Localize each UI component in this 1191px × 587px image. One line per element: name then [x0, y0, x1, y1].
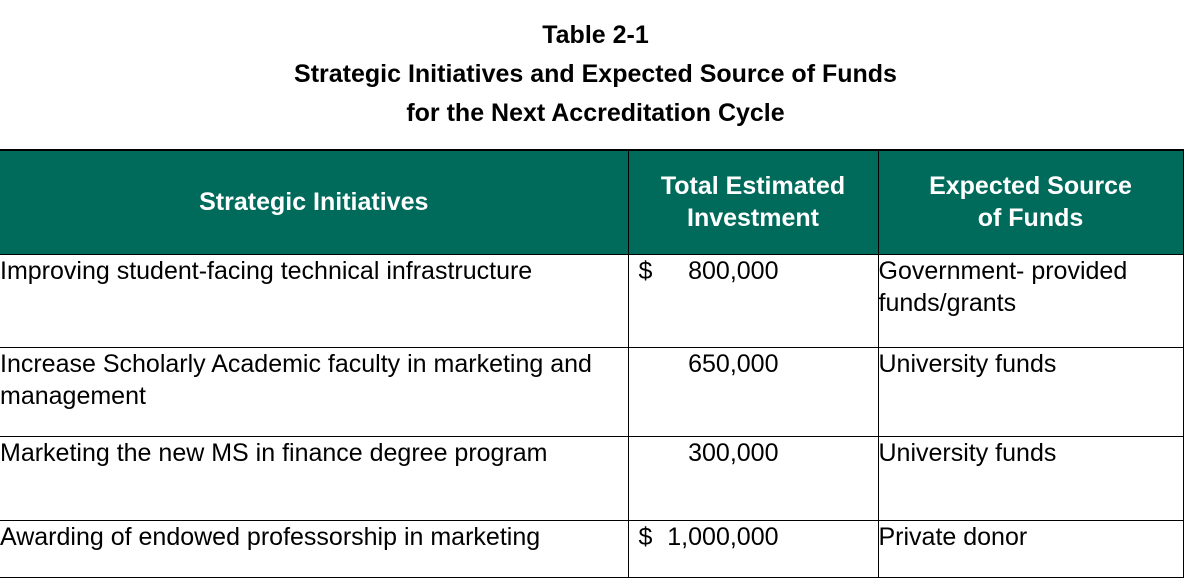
investment-amount: $ 1,000,000 — [639, 521, 779, 553]
amount-value: 650,000 — [688, 349, 779, 378]
initiative-cell: Increase Scholarly Academic faculty in m… — [0, 346, 629, 437]
amount-value: 300,000 — [688, 438, 779, 467]
investment-cell: $ 800,000 — [627, 253, 879, 348]
header-source-line-2: of Funds — [977, 204, 1084, 233]
amount-value: 800,000 — [688, 256, 779, 285]
table-row: Improving student-facing technical infra… — [0, 253, 1184, 348]
currency-symbol: $ — [638, 522, 653, 551]
investment-amount: 650,000 — [639, 348, 779, 380]
table-number: Table 2-1 — [542, 21, 649, 49]
table-row: Increase Scholarly Academic faculty in m… — [0, 346, 1184, 437]
table-caption: Table 2-1 Strategic Initiatives and Expe… — [0, 16, 1191, 133]
header-row: Strategic Initiatives Total Estimated In… — [0, 149, 1184, 255]
currency-symbol — [639, 437, 661, 469]
source-cell: Government- provided funds/grants — [877, 253, 1184, 348]
table-title-line-2: for the Next Accreditation Cycle — [406, 99, 785, 127]
initiative-cell: Marketing the new MS in finance degree p… — [0, 435, 629, 521]
table-row: Awarding of endowed professorship in mar… — [0, 519, 1184, 578]
header-total-estimated-investment: Total Estimated Investment — [627, 149, 879, 255]
currency-symbol: $ — [638, 256, 653, 285]
table-row: Marketing the new MS in finance degree p… — [0, 435, 1184, 521]
initiative-cell: Improving student-facing technical infra… — [0, 253, 629, 348]
amount-value: 1,000,000 — [667, 522, 779, 551]
currency-symbol — [639, 348, 661, 380]
header-investment-line-2: Investment — [687, 204, 819, 233]
source-cell: University funds — [877, 346, 1184, 437]
investment-cell: 650,000 — [627, 346, 879, 437]
header-source-line-1: Expected Source — [929, 172, 1132, 201]
header-investment-line-1: Total Estimated — [660, 172, 846, 201]
table-title-line-1: Strategic Initiatives and Expected Sourc… — [294, 60, 897, 88]
source-cell: University funds — [877, 435, 1184, 521]
investment-cell: $ 1,000,000 — [627, 519, 879, 578]
initiatives-table: Strategic Initiatives Total Estimated In… — [0, 149, 1184, 578]
investment-cell: 300,000 — [627, 435, 879, 521]
header-expected-source-of-funds: Expected Source of Funds — [877, 149, 1184, 255]
initiative-cell: Awarding of endowed professorship in mar… — [0, 519, 629, 578]
source-cell: Private donor — [877, 519, 1184, 578]
investment-amount: 300,000 — [639, 437, 779, 469]
header-strategic-initiatives: Strategic Initiatives — [0, 149, 629, 255]
investment-amount: $ 800,000 — [639, 255, 779, 287]
header-initiatives-label: Strategic Initiatives — [199, 188, 429, 217]
